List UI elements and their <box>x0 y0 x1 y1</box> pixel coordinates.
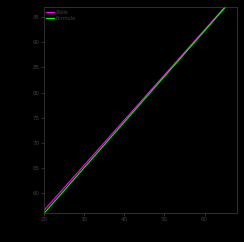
Legend: Table, Formula: Table, Formula <box>45 9 76 22</box>
